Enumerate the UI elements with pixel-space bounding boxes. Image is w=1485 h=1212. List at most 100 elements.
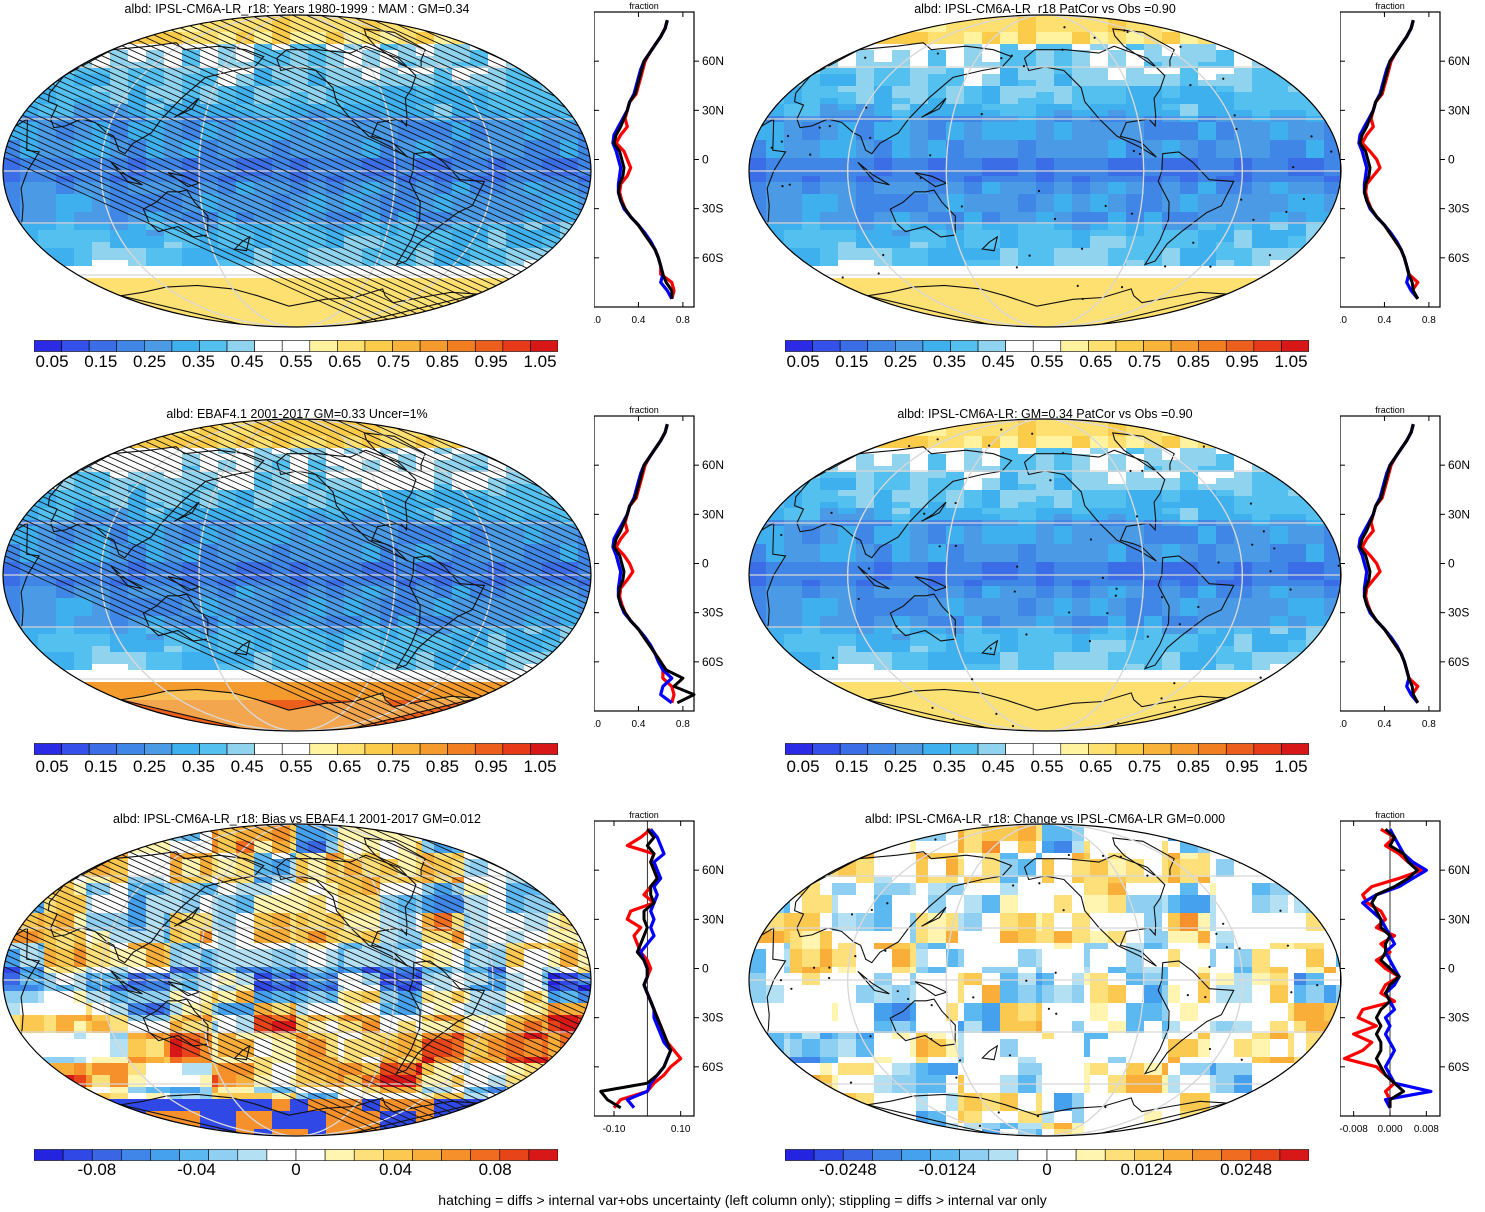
coastline <box>921 906 947 927</box>
coastline <box>276 449 417 562</box>
profile-ytick-label: 60S <box>1448 655 1469 669</box>
colorbar-swatch <box>171 743 200 755</box>
colorbar-swatch <box>1163 1149 1193 1161</box>
coastline <box>1143 555 1235 670</box>
colorbar-swatch <box>144 340 173 352</box>
profile-xtick-label: 0.4 <box>631 315 645 326</box>
colorbar-swatch <box>1170 743 1199 755</box>
colorbar-swatch <box>1143 340 1172 352</box>
profile-series-line <box>1358 423 1420 704</box>
colorbar-swatch <box>901 1149 931 1161</box>
colorbar-tick-label: 0.55 <box>279 757 312 777</box>
colorbar-labels: 0.05 0.15 0.25 0.35 0.45 0.55 0.65 0.75 0.85 0.95… <box>34 757 558 779</box>
coastline <box>142 998 209 1047</box>
coastline <box>142 593 209 642</box>
coastline <box>1023 854 1166 967</box>
profile-xlabel: fraction <box>1375 405 1405 415</box>
profile-ytick-label: 30N <box>702 507 724 521</box>
colorbar-tick-label: 0.85 <box>1177 352 1210 372</box>
colorbar-tick-label: 0.05 <box>35 352 68 372</box>
colorbar-swatch <box>1143 743 1172 755</box>
colorbar-tick-label: 0.95 <box>1226 757 1259 777</box>
panel-title: albd: IPSL-CM6A-LR_r18: Years 1980-1999 … <box>125 2 470 16</box>
colorbar-swatch <box>1198 340 1227 352</box>
zonal-mean-profile: fraction 60N 30N 0 30S 60S -0.008 0.000 0.008 <box>1340 810 1470 1135</box>
zonal-mean-profile: fraction 60N 30N 0 30S 60S 0.0 0.4 0.8 <box>594 1 724 326</box>
profile-xtick-label: 0.4 <box>1377 719 1391 730</box>
colorbar-swatch <box>950 340 979 352</box>
colorbar-swatch <box>1253 743 1282 755</box>
colorbar-tick-label: 0.15 <box>84 352 117 372</box>
profile-xtick-label: 0.4 <box>1377 315 1391 326</box>
colorbar-tick-label: 0.95 <box>475 352 508 372</box>
colorbar-swatch <box>1060 743 1089 755</box>
colorbar-swatch <box>530 340 558 352</box>
profile-ytick-label: 30N <box>1448 103 1470 117</box>
colorbar-tick-label: 0.35 <box>182 757 215 777</box>
colorbar-tick-label: 0.04 <box>379 1160 412 1180</box>
colorbar-swatch <box>337 743 366 755</box>
colorbar <box>785 743 1309 755</box>
coastline <box>981 1044 999 1061</box>
colorbar-swatch <box>208 1149 239 1161</box>
colorbar-swatch <box>930 1149 960 1161</box>
colorbar-tick-label: 0 <box>291 1160 300 1180</box>
colorbar-tick-label: 0.45 <box>982 352 1015 372</box>
colorbar-tick-label: 0.65 <box>328 352 361 372</box>
colorbar-swatch <box>364 340 393 352</box>
colorbar <box>34 743 558 755</box>
profile-ytick-label: 30S <box>1448 1011 1469 1025</box>
colorbar-swatch <box>502 743 531 755</box>
colorbar-swatch <box>61 743 90 755</box>
colorbar-tick-label: 0.15 <box>84 757 117 777</box>
colorbar-swatch <box>1250 1149 1281 1161</box>
coastline <box>233 235 251 252</box>
coastline <box>1143 960 1235 1075</box>
profile-ytick-label: 0 <box>1448 962 1455 976</box>
profile-xtick-label: 0.000 <box>1377 1124 1402 1135</box>
colorbar-swatch <box>530 743 558 755</box>
profile-ytick-label: 30N <box>702 912 724 926</box>
colorbar-swatch <box>392 743 421 755</box>
colorbar-swatch <box>1279 1149 1309 1161</box>
global-map <box>748 418 1342 732</box>
colorbar-swatch <box>1281 743 1309 755</box>
colorbar-tick-label: 0.35 <box>933 352 966 372</box>
panel-title: albd: IPSL-CM6A-LR_r18: Change vs IPSL-C… <box>865 812 1225 826</box>
colorbar-tick-label: 0.0248 <box>1220 1160 1272 1180</box>
colorbar-tick-label: 1.05 <box>1274 757 1307 777</box>
profile-xtick-label: -0.10 <box>603 1124 626 1135</box>
colorbar-swatch <box>364 743 393 755</box>
profile-xtick-label: 0.0 <box>594 315 601 326</box>
profile-ytick-label: 60N <box>702 458 724 472</box>
colorbar-swatch <box>1104 1149 1135 1161</box>
coastline <box>1023 45 1166 158</box>
coastline <box>363 432 426 472</box>
colorbar-tick-label: 0.75 <box>1128 757 1161 777</box>
coastline <box>363 28 426 68</box>
colorbar-tick-label: 1.05 <box>1274 352 1307 372</box>
colorbar-swatch <box>872 1149 902 1161</box>
colorbar-tick-label: 0.15 <box>835 757 868 777</box>
colorbar-swatch <box>121 1149 151 1161</box>
colorbar-swatch <box>528 1149 558 1161</box>
profile-ytick-label: 0 <box>1448 557 1455 571</box>
colorbar-swatch <box>1225 743 1255 755</box>
coastline <box>276 45 417 158</box>
colorbar-tick-label: 0.95 <box>1226 352 1259 372</box>
colorbar-tick-label: -0.0248 <box>819 1160 877 1180</box>
colorbar-tick-label: 0.65 <box>1079 757 1112 777</box>
coastline <box>867 688 1228 731</box>
panel-title: albd: IPSL-CM6A-LR_r18 PatCor vs Obs =0.… <box>914 2 1176 16</box>
colorbar-swatch <box>1198 743 1227 755</box>
colorbar-tick-label: 0.55 <box>279 352 312 372</box>
profile-ytick-label: 60N <box>1448 863 1470 877</box>
profile-xlabel: fraction <box>1375 1 1405 11</box>
colorbar-swatch <box>353 1149 384 1161</box>
coastline <box>47 446 265 559</box>
colorbar-swatch <box>1060 340 1089 352</box>
colorbar-swatch <box>1032 743 1062 755</box>
profile-ytick-label: 30S <box>1448 606 1469 620</box>
colorbar-swatch <box>34 1149 64 1161</box>
colorbar-swatch <box>309 743 338 755</box>
